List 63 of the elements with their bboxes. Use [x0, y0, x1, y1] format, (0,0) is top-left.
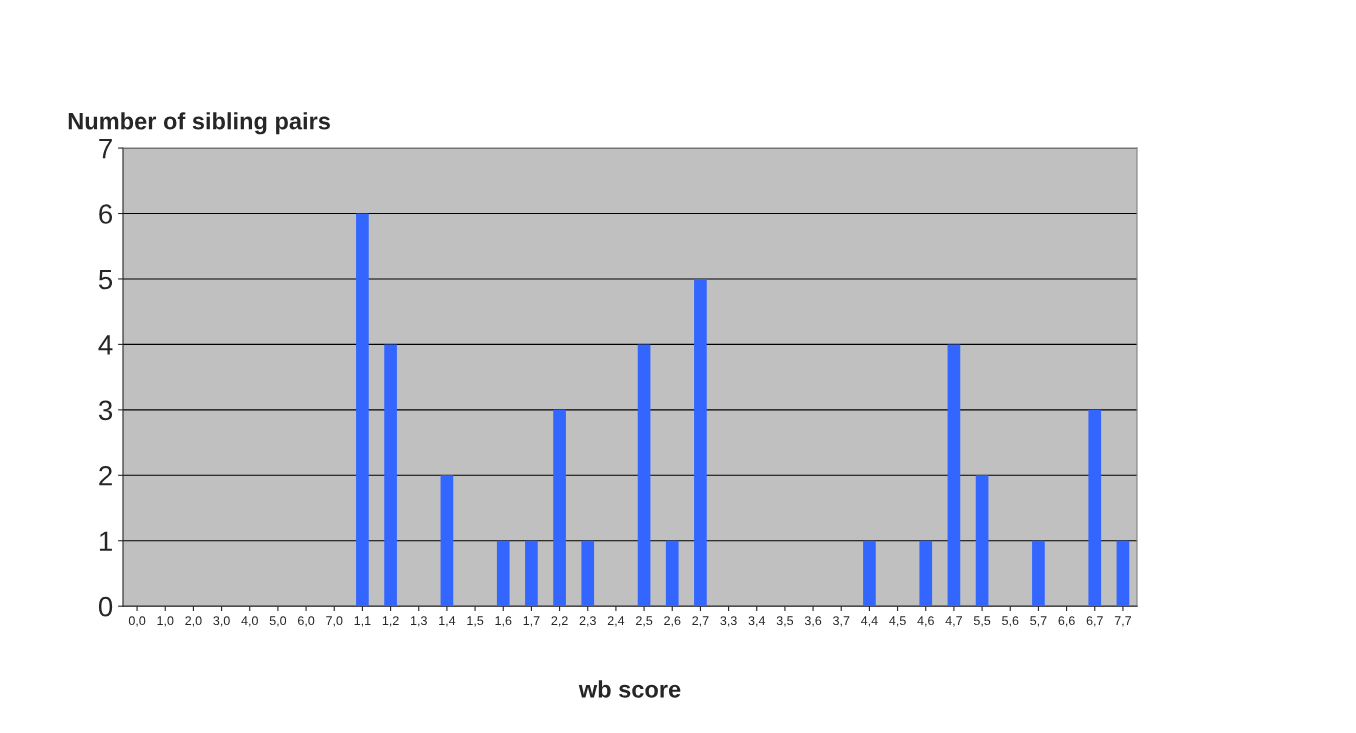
x-tick-label: 1,2 [382, 616, 399, 627]
x-tick-label: 0,0 [128, 616, 146, 627]
bar [975, 475, 989, 607]
y-tick-label: 4 [98, 335, 113, 355]
x-tick-label: 4,0 [241, 616, 258, 627]
x-tick-label: 5,7 [1030, 616, 1047, 627]
x-tick-label: 4,5 [889, 616, 906, 627]
x-tick-label: 3,6 [804, 616, 822, 627]
x-tick-label: 2,3 [579, 616, 596, 627]
bar [637, 344, 651, 607]
bar [553, 409, 566, 607]
y-tick-label: 0 [98, 596, 113, 617]
x-tick-label: 6,0 [298, 616, 315, 627]
x-tick-label: 4,6 [917, 616, 934, 627]
x-tick-label: 3,4 [748, 616, 766, 627]
y-axis-title: Number of sibling pairs [68, 112, 330, 135]
x-tick-label: 6,6 [1058, 616, 1075, 627]
bar [919, 540, 933, 607]
bar [694, 278, 707, 607]
x-tick-label: 1,5 [467, 616, 484, 627]
bar [665, 540, 679, 607]
bar [1032, 540, 1045, 607]
x-tick-label: 1,4 [439, 616, 456, 627]
x-tick-label: 3,3 [720, 616, 737, 627]
bar [525, 540, 538, 607]
x-tick-label: 1,0 [157, 616, 174, 627]
x-tick-label: 1,3 [411, 616, 427, 627]
x-tick-label: 2,5 [636, 616, 653, 627]
x-tick-label: 6,7 [1086, 616, 1103, 627]
y-tick-label: 1 [99, 531, 112, 551]
y-tick-label: 3 [98, 400, 113, 421]
x-tick-label: 3,0 [213, 616, 230, 627]
x-tick-label: 3,5 [776, 616, 794, 627]
x-tick-label: 4,7 [945, 616, 962, 627]
x-tick-label: 7,0 [326, 616, 343, 627]
x-axis-title: wb score [578, 680, 681, 698]
x-tick-label: 3,7 [833, 616, 850, 627]
y-tick-label: 5 [98, 269, 113, 290]
x-tick-label: 5,5 [973, 616, 991, 627]
x-tick-label: 2,0 [185, 616, 202, 627]
bar [947, 344, 961, 607]
x-tick-label: 1,6 [495, 616, 512, 627]
bar [356, 213, 369, 607]
x-tick-label: 4,4 [861, 616, 878, 627]
bar [384, 344, 397, 607]
x-tick-label: 1,7 [523, 616, 540, 627]
x-tick-label: 7,7 [1114, 616, 1131, 627]
y-tick-label: 7 [99, 139, 112, 159]
x-tick-label: 5,6 [1002, 616, 1019, 627]
y-tick-label: 6 [99, 204, 113, 224]
bar [1116, 540, 1130, 607]
x-tick-label: 1,1 [354, 616, 371, 627]
bar [581, 540, 595, 607]
bar [1088, 409, 1102, 607]
bar [863, 540, 876, 607]
bar [440, 475, 454, 607]
x-tick-label: 2,2 [551, 616, 568, 627]
x-tick-label: 5,0 [269, 616, 287, 627]
x-tick-label: 2,4 [607, 616, 625, 627]
y-tick-label: 2 [99, 465, 112, 486]
bar [496, 540, 510, 607]
x-tick-label: 2,6 [664, 616, 681, 627]
x-tick-label: 2,7 [692, 616, 709, 627]
